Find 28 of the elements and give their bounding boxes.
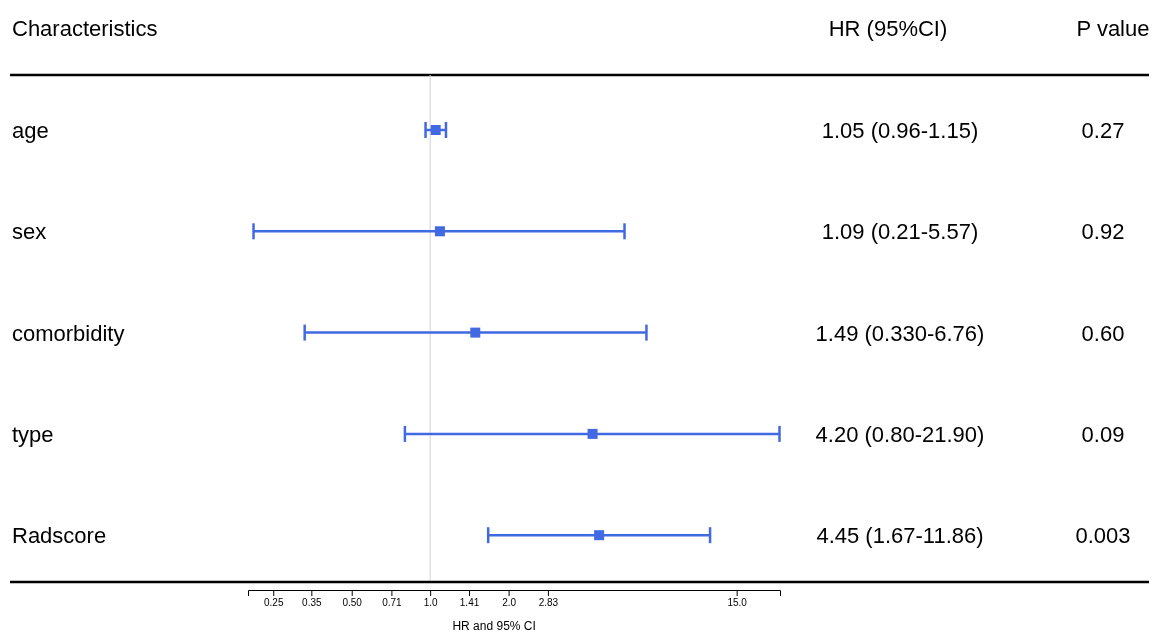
text: 0.27 xyxy=(1081,118,1125,143)
text: 0.003 xyxy=(1075,523,1131,549)
text: HR (95%CI) xyxy=(828,16,948,41)
text: 0.92 xyxy=(1081,219,1125,245)
x-tick-label: 15.0 xyxy=(727,597,748,609)
y-tick-label: sex xyxy=(12,219,47,245)
x-tick-label: 1.41 xyxy=(459,597,480,609)
y-tick-label: age xyxy=(12,118,49,143)
x-tick-label: 0.25 xyxy=(264,597,284,609)
data-label: 1.09 (0.21-5.57) xyxy=(821,219,979,245)
data-label: 1.49 (0.330-6.76) xyxy=(815,320,985,346)
x-tick-label: 0.35 xyxy=(302,597,322,609)
data-label: 4.20 (0.80-21.90) xyxy=(815,421,985,447)
text: 0.09 xyxy=(1081,421,1125,447)
x-tick-label: 1.0 xyxy=(423,597,439,609)
text: P value xyxy=(1076,16,1150,41)
x-tick-label: 0.71 xyxy=(382,597,403,609)
x-tick-label: 2.83 xyxy=(538,597,559,609)
data-label: 1.05 (0.96-1.15) xyxy=(821,118,979,143)
y-tick-label: comorbidity xyxy=(12,320,125,346)
x-tick-label: 0.50 xyxy=(342,597,363,609)
data-label: 4.45 (1.67-11.86) xyxy=(816,523,984,549)
text: 0.60 xyxy=(1081,320,1125,346)
x-axis-title: HR and 95% CI xyxy=(452,619,536,633)
y-axis-title: Characteristics xyxy=(12,16,158,41)
y-tick-label: type xyxy=(12,421,54,447)
y-tick-label: Radscore xyxy=(12,523,107,549)
x-tick-label: 2.0 xyxy=(502,597,517,609)
